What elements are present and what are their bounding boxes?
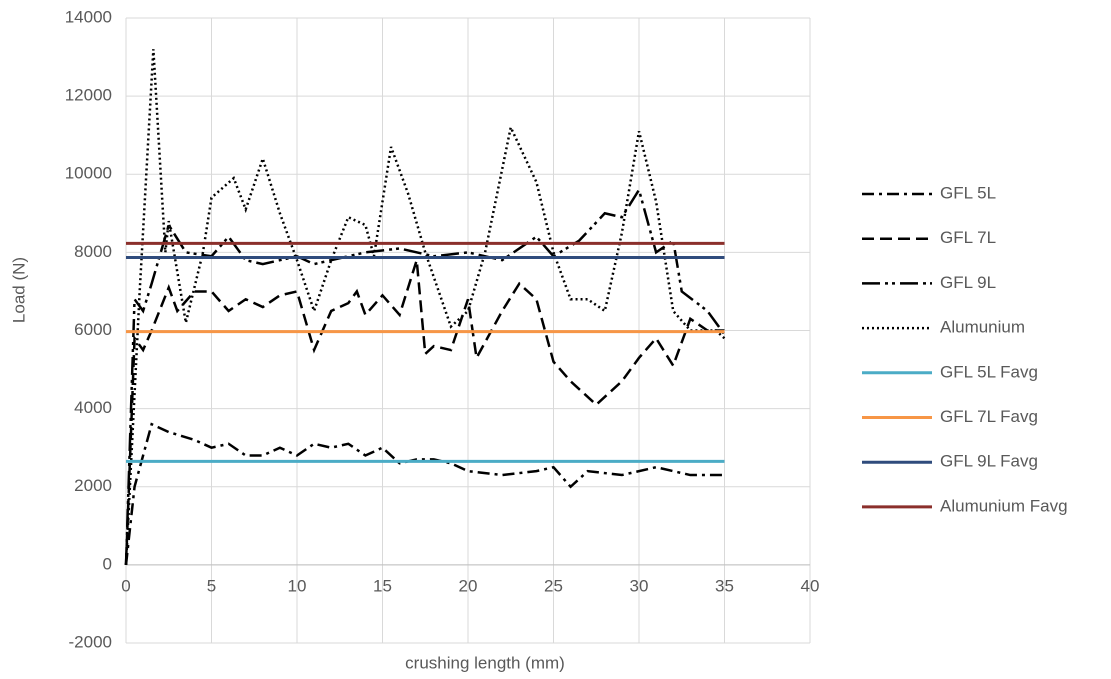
legend-label: GFL 9L [940, 273, 996, 292]
y-tick-label: 8000 [74, 242, 112, 261]
x-tick-label: 15 [373, 576, 392, 595]
x-tick-label: 30 [630, 576, 649, 595]
y-tick-label: 2000 [74, 476, 112, 495]
y-tick-label: -2000 [69, 632, 112, 651]
y-tick-label: 4000 [74, 398, 112, 417]
y-tick-label: 0 [103, 554, 112, 573]
series-line [124, 49, 726, 565]
x-tick-label: 25 [544, 576, 563, 595]
x-axis-label: crushing length (mm) [405, 653, 565, 672]
x-tick-label: 20 [459, 576, 478, 595]
legend-label: GFL 7L [940, 228, 996, 247]
legend-label: GFL 7L Favg [940, 407, 1038, 426]
series-line [124, 422, 725, 566]
series-line [124, 186, 726, 565]
x-tick-label: 35 [715, 576, 734, 595]
x-tick-label: 0 [121, 576, 130, 595]
legend-label: GFL 9L Favg [940, 452, 1038, 471]
y-tick-label: 6000 [74, 320, 112, 339]
y-tick-label: 12000 [65, 86, 112, 105]
x-tick-label: 10 [288, 576, 307, 595]
legend-label: Alumunium Favg [940, 496, 1068, 515]
legend-label: Alumunium [940, 318, 1025, 337]
y-axis-label: Load (N) [9, 257, 28, 323]
series-line [124, 259, 725, 565]
y-tick-label: 10000 [65, 164, 112, 183]
x-tick-label: 40 [801, 576, 820, 595]
x-tick-label: 5 [207, 576, 216, 595]
legend-label: GFL 5L [940, 183, 996, 202]
legend-label: GFL 5L Favg [940, 362, 1038, 381]
y-tick-label: 14000 [65, 7, 112, 26]
